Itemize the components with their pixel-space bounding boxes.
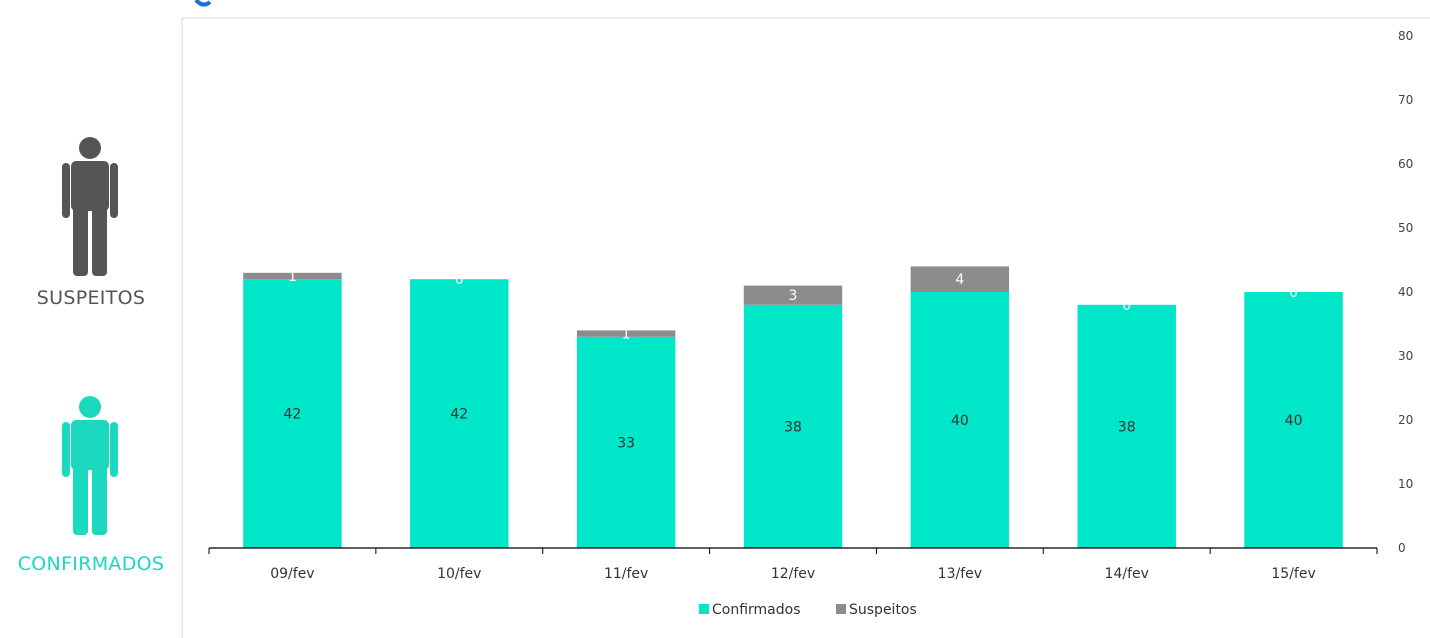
data-label-suspeitos: 1: [622, 327, 631, 343]
x-tick-label: 13/fev: [938, 566, 982, 582]
person-arm-left: [62, 163, 70, 218]
data-label-confirmados: 33: [617, 435, 635, 451]
bar-suspeitos: [576, 330, 676, 337]
x-tick-label: 09/fev: [270, 566, 314, 582]
bar-confirmados: [576, 336, 676, 548]
person-arm-right: [110, 422, 118, 477]
bar-confirmados: [243, 279, 342, 548]
y-tick-label: 70: [1398, 93, 1413, 107]
person-icon: [62, 396, 118, 535]
bars-layer: 42 1 42 0 33 1 38 3 40 4 38 0 40 0: [243, 266, 1343, 548]
y-tick-label: 0: [1398, 541, 1406, 555]
person-body: [71, 420, 109, 470]
person-leg-left: [73, 206, 88, 276]
x-tick-label: 15/fev: [1271, 566, 1315, 582]
data-label-confirmados: 38: [784, 419, 802, 435]
title-accent: [194, 0, 212, 7]
x-tick-label: 10/fev: [437, 566, 481, 582]
confirmados-label: CONFIRMADOS: [17, 553, 165, 575]
data-label-confirmados: 42: [450, 407, 468, 423]
y-tick-label: 40: [1398, 285, 1413, 299]
person-arm-right: [110, 163, 118, 218]
legend: Confirmados Suspeitos: [699, 602, 917, 618]
person-icon: [62, 137, 118, 276]
person-head: [79, 396, 101, 418]
legend-label: Confirmados: [712, 602, 801, 618]
x-tick-label: 11/fev: [604, 566, 648, 582]
x-tick-label: 12/fev: [771, 566, 815, 582]
bar-confirmados: [1077, 304, 1176, 548]
suspeitos-label: SUSPEITOS: [36, 287, 146, 309]
data-label-suspeitos: 0: [1122, 298, 1131, 314]
y-tick-label: 20: [1398, 413, 1413, 427]
bar-suspeitos: [743, 285, 843, 305]
y-tick-label: 10: [1398, 477, 1413, 491]
data-label-suspeitos: 1: [288, 269, 297, 285]
data-label-suspeitos: 3: [789, 288, 798, 304]
y-tick-label: 30: [1398, 349, 1413, 363]
legend-swatch: [699, 604, 709, 614]
person-head: [79, 137, 101, 159]
y-tick-label: 60: [1398, 157, 1413, 171]
x-tick-label: 14/fev: [1105, 566, 1149, 582]
data-label-confirmados: 38: [1118, 419, 1136, 435]
person-leg-left: [73, 465, 88, 535]
bar-suspeitos: [243, 272, 342, 280]
bar-confirmados: [910, 292, 1010, 548]
y-tick-label: 50: [1398, 221, 1413, 235]
legend-label: Suspeitos: [849, 602, 917, 618]
bar-confirmados: [1244, 292, 1343, 548]
data-label-confirmados: 40: [951, 413, 969, 429]
y-tick-label: 80: [1398, 29, 1413, 43]
bar-suspeitos: [910, 266, 1010, 292]
data-label-suspeitos: 0: [455, 272, 464, 288]
data-label-confirmados: 42: [284, 407, 302, 423]
bar-confirmados: [743, 304, 843, 548]
person-leg-right: [92, 465, 107, 535]
data-label-suspeitos: 4: [955, 272, 964, 288]
data-label-confirmados: 40: [1285, 413, 1303, 429]
legend-swatch: [836, 604, 846, 614]
axes-layer: 09/fev 10/fev 11/fev 12/fev 13/fev 14/fev 15/f…: [208, 29, 1413, 582]
person-arm-left: [62, 422, 70, 477]
person-leg-right: [92, 206, 107, 276]
bar-confirmados: [410, 279, 509, 548]
person-body: [71, 161, 109, 211]
data-label-suspeitos: 0: [1289, 285, 1298, 301]
